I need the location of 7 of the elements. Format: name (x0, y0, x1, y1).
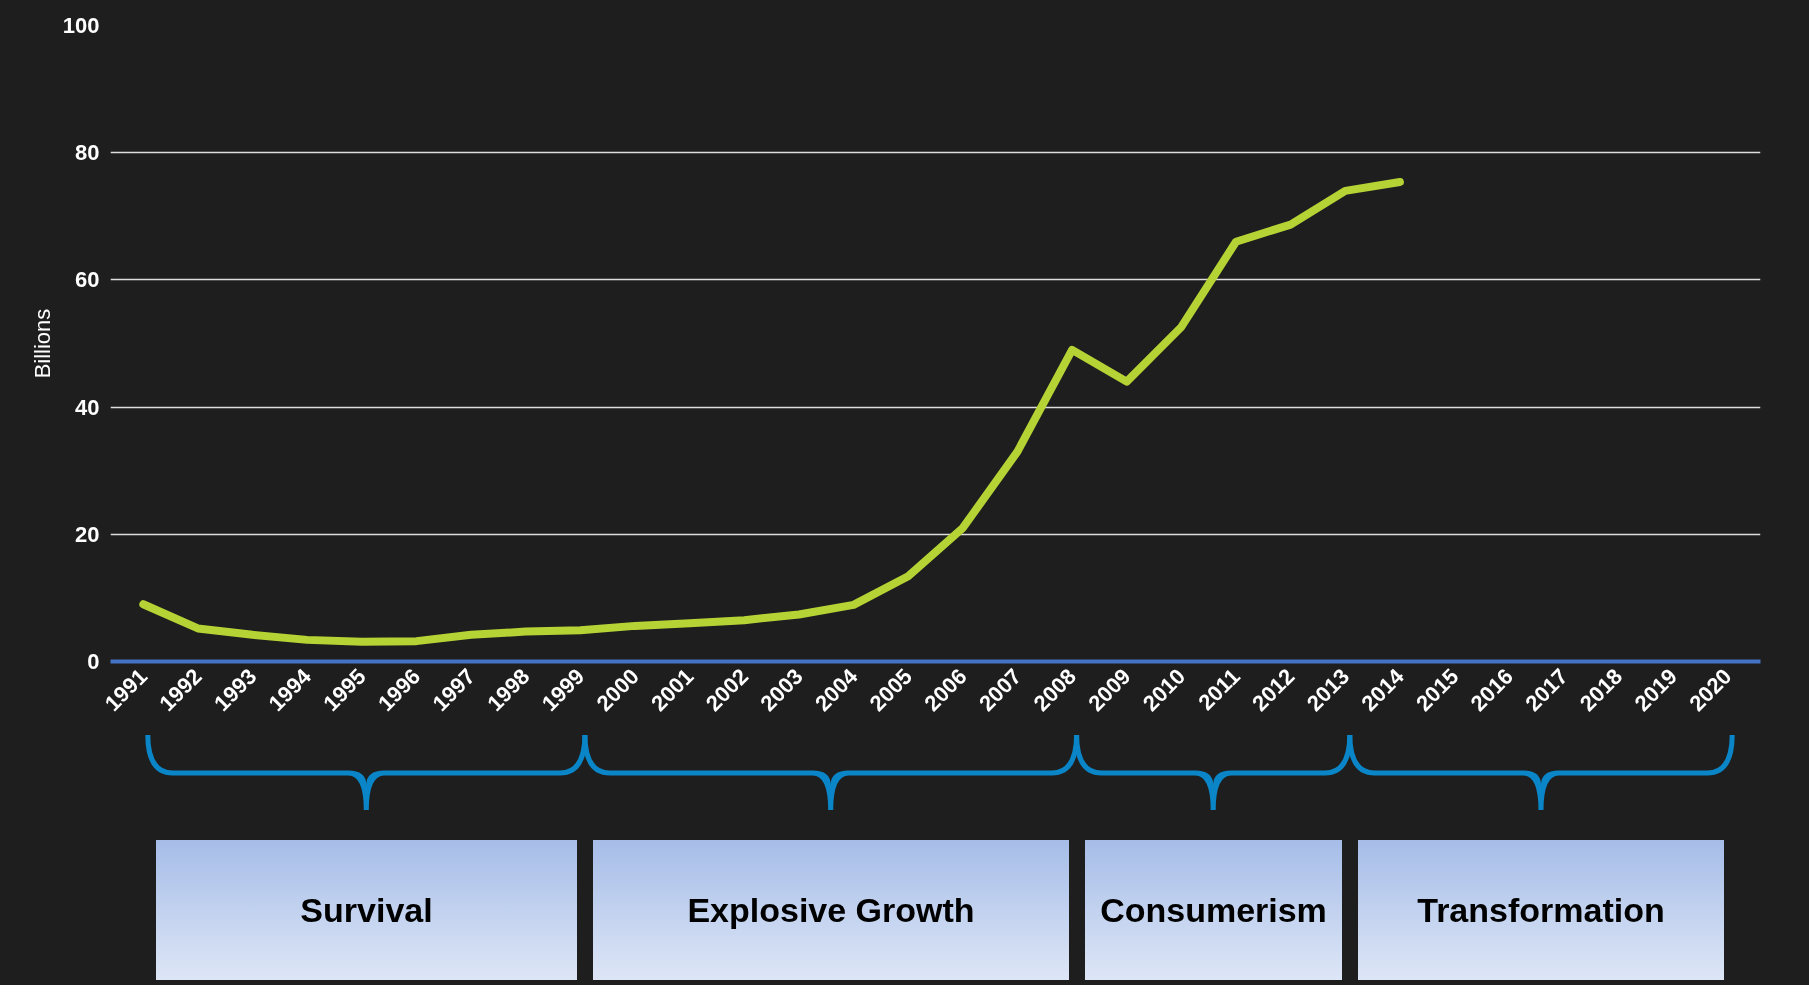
y-tick-label: 20 (75, 521, 100, 547)
y-tick-label: 0 (87, 649, 100, 674)
y-tick-label: 40 (75, 394, 100, 420)
y-tick-label: 100 (62, 13, 100, 38)
y-axis-title: Billions (29, 308, 55, 379)
y-tick-label: 80 (75, 140, 100, 166)
y-tick-label: 60 (75, 267, 100, 293)
